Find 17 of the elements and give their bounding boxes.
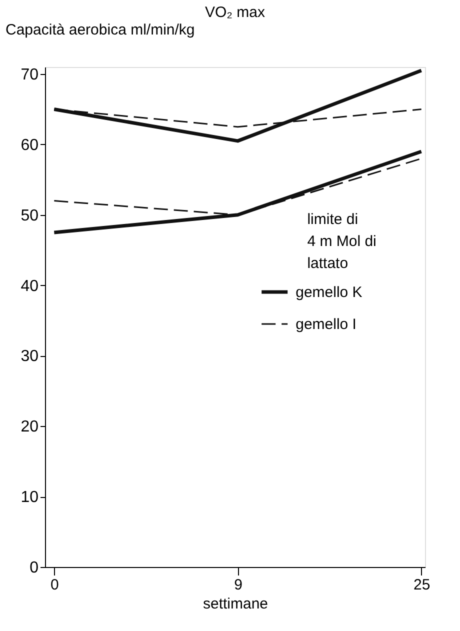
x-axis-title: settimane <box>202 596 268 612</box>
y-tick-label: 50 <box>20 207 39 224</box>
y-tick-label: 10 <box>20 489 39 506</box>
y-axis-title: Capacità aerobica ml/min/kg <box>6 22 195 38</box>
annotation: limite di 4 m Mol di lattato <box>307 211 376 272</box>
x-tick-label: 25 <box>413 576 430 594</box>
y-tick-label: 0 <box>30 560 39 576</box>
y-tick-label: 30 <box>20 348 39 366</box>
legend-label: gemello I <box>296 316 356 333</box>
y-tick-label: 20 <box>20 418 39 436</box>
x-tick-label: 9 <box>234 576 242 594</box>
y-tick-label: 70 <box>20 66 39 84</box>
x-tick-label: 0 <box>50 576 59 594</box>
chart-title: VO₂ max <box>205 4 266 21</box>
y-tick-label: 60 <box>20 136 39 154</box>
legend-label: gemello K <box>296 284 362 301</box>
y-tick-label: 40 <box>20 278 39 295</box>
